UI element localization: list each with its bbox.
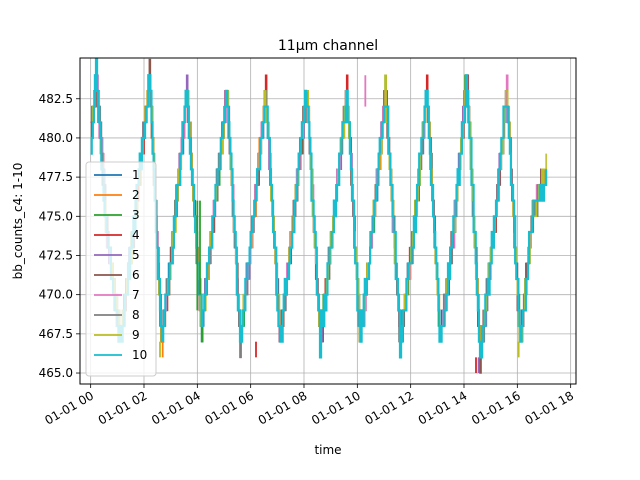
legend-label: 8 [132,308,140,322]
legend-label: 4 [132,228,140,242]
plot-lines [90,58,548,374]
y-tick-label: 472.5 [39,248,73,262]
legend-label: 3 [132,208,140,222]
series-line [90,58,548,359]
y-tick-label: 482.5 [39,92,73,106]
y-axis-label: bb_counts_c4: 1-10 [11,163,25,280]
legend-label: 9 [132,328,140,342]
legend-label: 6 [132,268,140,282]
y-axis-ticks: 465.0 467.5 470.0 472.5 475.0 477.5 480.0 482.5 [39,92,80,380]
legend: 1 2 3 4 5 6 7 8 9 10 [85,161,157,377]
legend-label: 5 [132,248,140,262]
legend-label: 10 [132,348,147,362]
y-tick-label: 470.0 [39,288,73,302]
y-tick-label: 475.0 [39,209,73,223]
legend-label: 1 [132,168,140,182]
plot-frame [79,57,577,385]
legend-label: 2 [132,188,140,202]
x-axis-label: time [314,443,341,457]
y-tick-label: 467.5 [39,327,73,341]
y-tick-label: 480.0 [39,131,73,145]
legend-label: 7 [132,288,140,302]
y-tick-label: 477.5 [39,170,73,184]
y-tick-label: 465.0 [39,366,73,380]
chart-title: 11μm channel [278,38,378,54]
